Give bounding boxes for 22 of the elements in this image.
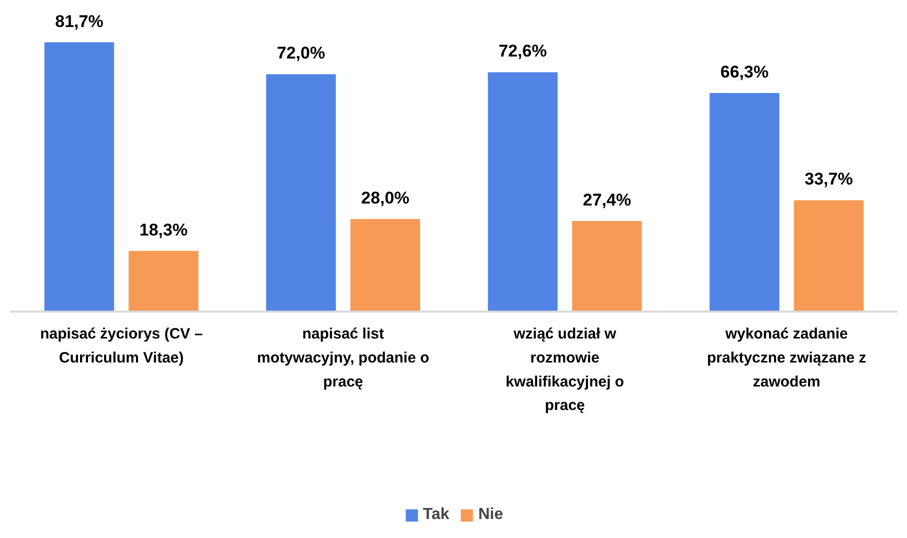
x-tick-label: napisać życiorys (CV – Curriculum Vitae): [40, 326, 203, 366]
data-label: 33,7%: [804, 170, 853, 189]
bar: [128, 250, 198, 312]
bar: [488, 72, 558, 312]
data-label: 72,0%: [276, 44, 326, 63]
bar: [710, 92, 780, 312]
bar: [572, 220, 642, 312]
data-label: 66,3%: [720, 62, 769, 82]
bar: [350, 219, 420, 312]
data-label: 27,4%: [582, 190, 632, 210]
data-label: 81,7%: [55, 12, 104, 31]
x-tick-label: wykonać zadanie praktyczne związane z zawodem: [707, 326, 866, 390]
x-tick-label: napisać list motywacyjny, podanie o pracę: [256, 326, 430, 390]
bar: [794, 200, 864, 312]
x-tick-label: wziąć udział w rozmowie kwalifikacyjnej o pracę: [506, 326, 624, 414]
legend-label: Nie: [478, 506, 504, 524]
bar: [266, 74, 336, 312]
bar: [44, 42, 114, 312]
data-label: 72,6%: [498, 42, 547, 61]
legend-label: Tak: [422, 506, 450, 524]
data-label: 28,0%: [361, 188, 410, 208]
data-label: 18,3%: [139, 220, 188, 240]
